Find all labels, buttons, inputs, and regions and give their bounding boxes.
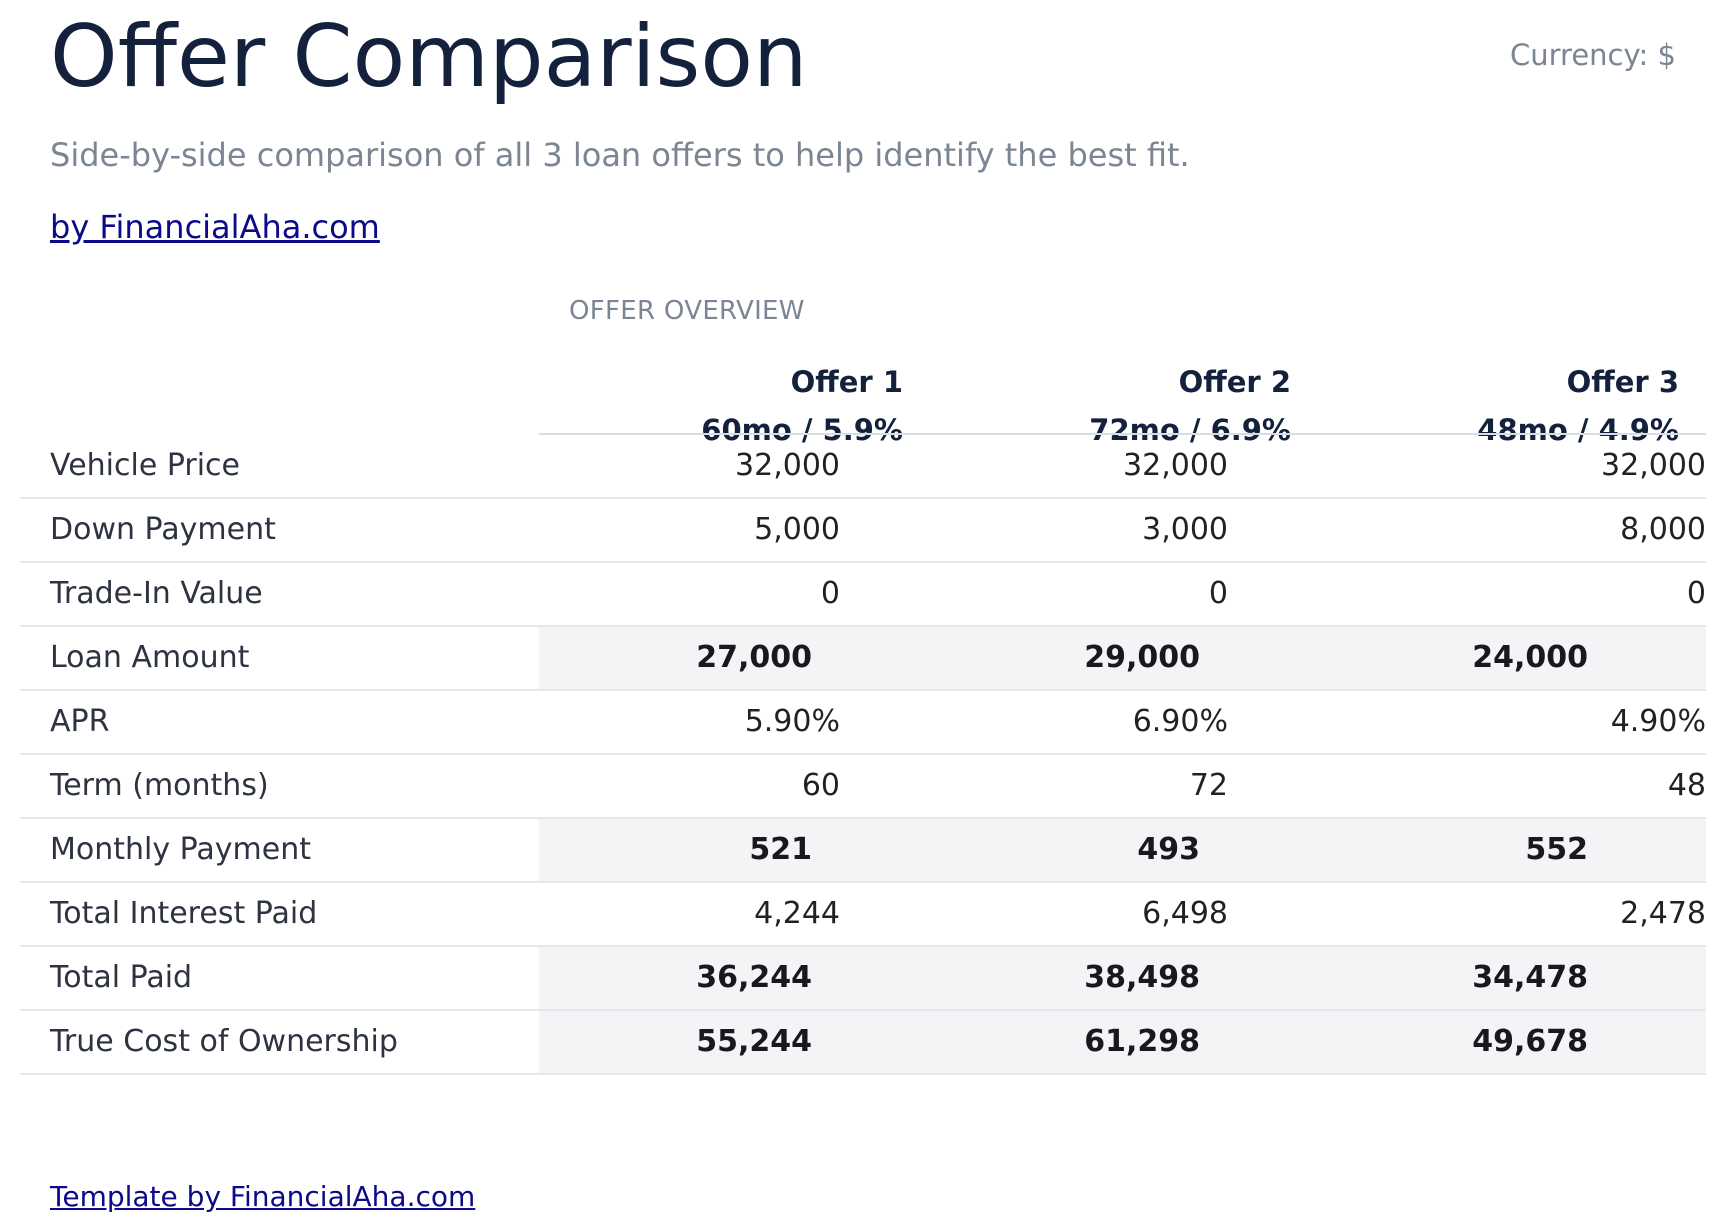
offer-1-value: 0 bbox=[820, 576, 840, 611]
offer-3-value: 552 bbox=[1525, 832, 1588, 867]
offer-1-value: 5,000 bbox=[754, 512, 840, 547]
page-subtitle: Side-by-side comparison of all 3 loan of… bbox=[50, 136, 1190, 174]
offer-3-value: 4.90% bbox=[1610, 704, 1706, 739]
offer-3-value: 49,678 bbox=[1472, 1024, 1588, 1059]
table-row: Monthly Payment 521 493 552 bbox=[20, 819, 1706, 883]
offer-2-value: 61,298 bbox=[1084, 1024, 1200, 1059]
offer-3-value: 0 bbox=[1686, 576, 1706, 611]
table-row: APR 5.90% 6.90% 4.90% bbox=[20, 691, 1706, 755]
row-label: Loan Amount bbox=[50, 640, 250, 675]
row-label: Total Interest Paid bbox=[50, 896, 318, 931]
table-row: Total Interest Paid 4,244 6,498 2,478 bbox=[20, 883, 1706, 947]
currency-label: Currency: $ bbox=[1510, 38, 1676, 72]
row-label: Trade-In Value bbox=[50, 576, 263, 611]
offer-2-value: 3,000 bbox=[1142, 512, 1228, 547]
row-label: True Cost of Ownership bbox=[50, 1024, 398, 1059]
row-label: Term (months) bbox=[50, 768, 269, 803]
row-label: APR bbox=[50, 704, 110, 739]
offer-1-value: 27,000 bbox=[696, 640, 812, 675]
offer-3-value: 48 bbox=[1667, 768, 1706, 803]
page-title: Offer Comparison bbox=[50, 7, 808, 107]
offer-2-value: 38,498 bbox=[1084, 960, 1200, 995]
table-row: Trade-In Value 0 0 0 bbox=[20, 563, 1706, 627]
offer-3-value: 32,000 bbox=[1601, 448, 1706, 483]
offer-1-value: 55,244 bbox=[696, 1024, 812, 1059]
offer-2-value: 6.90% bbox=[1132, 704, 1228, 739]
offer-3-value: 8,000 bbox=[1620, 512, 1706, 547]
offer-3-value: 24,000 bbox=[1472, 640, 1588, 675]
offer-1-value: 4,244 bbox=[754, 896, 840, 931]
table-row: Down Payment 5,000 3,000 8,000 bbox=[20, 499, 1706, 563]
row-label: Down Payment bbox=[50, 512, 276, 547]
offer-2-header: Offer 2 72mo / 6.9% bbox=[951, 358, 1291, 454]
offer-2-value: 6,498 bbox=[1142, 896, 1228, 931]
offer-1-value: 60 bbox=[801, 768, 840, 803]
table-row: Total Paid 36,244 38,498 34,478 bbox=[20, 947, 1706, 1011]
offer-1-value: 36,244 bbox=[696, 960, 812, 995]
table-row: Vehicle Price 32,000 32,000 32,000 bbox=[20, 435, 1706, 499]
offer-detail: 48mo / 4.9% bbox=[1477, 413, 1679, 447]
header-divider bbox=[539, 433, 1706, 435]
row-label: Monthly Payment bbox=[50, 832, 311, 867]
offer-name: Offer 1 bbox=[790, 365, 903, 399]
offer-1-header: Offer 1 60mo / 5.9% bbox=[563, 358, 903, 454]
comparison-table: Vehicle Price 32,000 32,000 32,000 Down Paym… bbox=[20, 435, 1706, 1075]
offer-2-value: 29,000 bbox=[1084, 640, 1200, 675]
offer-detail: 72mo / 6.9% bbox=[1089, 413, 1291, 447]
table-row: Loan Amount 27,000 29,000 24,000 bbox=[20, 627, 1706, 691]
offer-3-value: 34,478 bbox=[1472, 960, 1588, 995]
row-label: Total Paid bbox=[50, 960, 193, 995]
offer-1-value: 5.90% bbox=[744, 704, 840, 739]
offer-1-value: 32,000 bbox=[735, 448, 840, 483]
offer-1-value: 521 bbox=[749, 832, 812, 867]
offer-detail: 60mo / 5.9% bbox=[701, 413, 903, 447]
offer-2-value: 0 bbox=[1208, 576, 1228, 611]
offer-2-value: 72 bbox=[1189, 768, 1228, 803]
section-label: OFFER OVERVIEW bbox=[569, 296, 805, 326]
footer-template-link[interactable]: Template by FinancialAha.com bbox=[50, 1180, 476, 1213]
offer-3-value: 2,478 bbox=[1620, 896, 1706, 931]
byline-link[interactable]: by FinancialAha.com bbox=[50, 208, 380, 246]
table-row: True Cost of Ownership 55,244 61,298 49,678 bbox=[20, 1011, 1706, 1075]
offer-2-value: 493 bbox=[1137, 832, 1200, 867]
table-row: Term (months) 60 72 48 bbox=[20, 755, 1706, 819]
row-label: Vehicle Price bbox=[50, 448, 241, 483]
offer-2-value: 32,000 bbox=[1123, 448, 1228, 483]
offer-name: Offer 3 bbox=[1566, 365, 1679, 399]
offer-name: Offer 2 bbox=[1178, 365, 1291, 399]
offer-3-header: Offer 3 48mo / 4.9% bbox=[1339, 358, 1679, 454]
